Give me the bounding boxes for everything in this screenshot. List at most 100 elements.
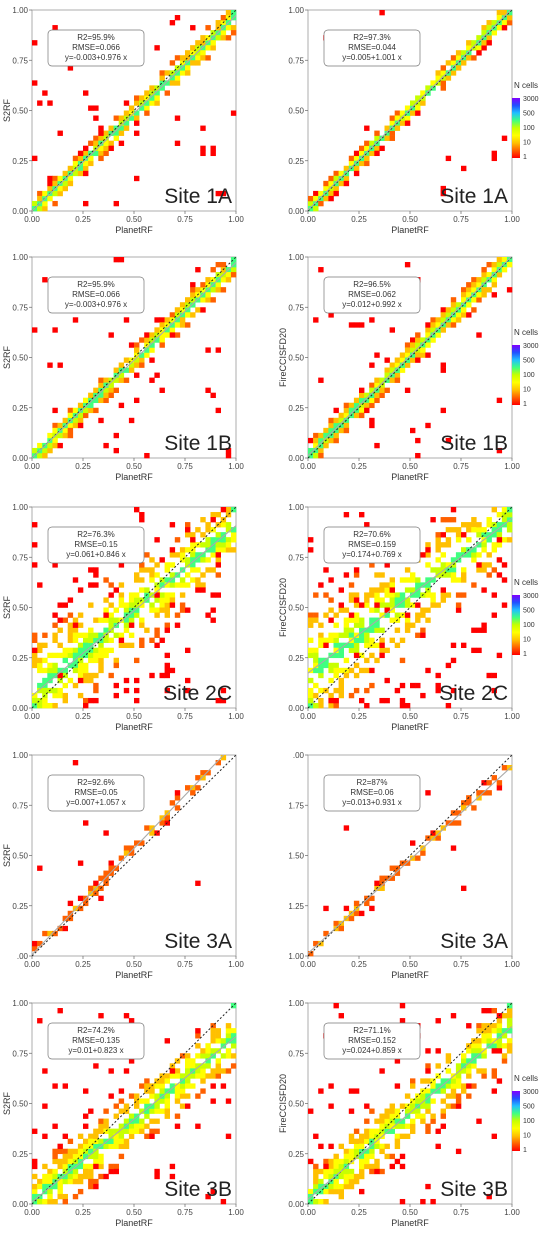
density-cell bbox=[313, 442, 319, 449]
x-tick-label: 0.75 bbox=[177, 960, 193, 969]
density-cell bbox=[461, 572, 467, 578]
density-cell bbox=[225, 277, 232, 283]
density-cell bbox=[118, 1108, 125, 1114]
density-cell bbox=[195, 60, 201, 66]
density-cell bbox=[343, 402, 350, 409]
density-cell bbox=[496, 532, 503, 538]
density-cell bbox=[496, 15, 503, 21]
density-cell bbox=[164, 687, 170, 694]
density-cell bbox=[348, 1108, 355, 1114]
density-cell bbox=[230, 30, 237, 36]
density-cell bbox=[83, 407, 89, 414]
density-cell bbox=[88, 1173, 94, 1180]
density-cell bbox=[506, 1013, 513, 1019]
density-cell bbox=[491, 547, 497, 553]
density-cell bbox=[384, 607, 390, 613]
y-tick-label: 0.50 bbox=[12, 852, 28, 861]
density-cell bbox=[103, 397, 109, 404]
density-cell bbox=[445, 437, 452, 444]
density-cell bbox=[384, 357, 390, 363]
density-cell bbox=[159, 815, 165, 821]
density-cell bbox=[169, 1068, 176, 1074]
density-cell bbox=[108, 582, 114, 588]
density-cell bbox=[343, 1168, 350, 1175]
density-cell bbox=[210, 517, 216, 523]
density-cell bbox=[67, 677, 74, 684]
density-cell bbox=[123, 367, 130, 373]
density-cell bbox=[185, 297, 191, 303]
density-cell bbox=[103, 1143, 109, 1150]
density-cell bbox=[318, 377, 324, 383]
density-cell bbox=[440, 190, 446, 197]
density-cell bbox=[103, 1123, 109, 1129]
density-cell bbox=[425, 1103, 431, 1109]
density-cell bbox=[481, 790, 487, 796]
density-cell bbox=[466, 800, 472, 806]
density-cell bbox=[404, 347, 411, 353]
density-cell bbox=[328, 175, 334, 182]
density-cell bbox=[179, 1053, 186, 1059]
density-cell bbox=[455, 1093, 462, 1099]
density-cell bbox=[72, 637, 79, 643]
density-cell bbox=[435, 75, 441, 81]
density-cell bbox=[379, 652, 385, 659]
density-cell bbox=[318, 200, 324, 207]
density-cell bbox=[318, 702, 324, 709]
density-cell bbox=[108, 592, 114, 598]
density-cell bbox=[476, 1053, 482, 1059]
density-cell bbox=[134, 110, 140, 116]
x-tick-label: 0.00 bbox=[24, 712, 40, 721]
density-cell bbox=[159, 637, 165, 643]
density-cell bbox=[389, 617, 395, 623]
density-cell bbox=[430, 602, 436, 608]
density-cell bbox=[113, 1143, 119, 1150]
density-cell bbox=[466, 1083, 472, 1089]
density-cell bbox=[149, 637, 155, 643]
density-cell bbox=[174, 1123, 181, 1129]
density-cell bbox=[313, 940, 319, 947]
density-cell bbox=[394, 1108, 401, 1114]
density-cell bbox=[164, 667, 170, 674]
density-cell bbox=[215, 347, 221, 353]
density-cell bbox=[318, 267, 324, 273]
density-cell bbox=[506, 1038, 513, 1044]
density-cell bbox=[389, 1123, 395, 1129]
density-cell bbox=[506, 10, 513, 16]
density-cell bbox=[77, 1188, 84, 1195]
density-cell bbox=[52, 437, 58, 444]
density-cell bbox=[113, 1113, 119, 1119]
legend-label: 1 bbox=[523, 1147, 527, 1154]
density-cell bbox=[52, 1083, 58, 1089]
density-cell bbox=[57, 687, 63, 694]
density-cell bbox=[379, 10, 385, 16]
density-cell bbox=[159, 75, 165, 81]
density-cell bbox=[348, 1178, 355, 1185]
density-cell bbox=[62, 915, 68, 922]
density-cell bbox=[435, 1088, 441, 1094]
density-cell bbox=[338, 1143, 344, 1150]
density-cell bbox=[134, 175, 140, 182]
density-cell bbox=[164, 90, 170, 96]
density-cell bbox=[67, 407, 74, 414]
density-cell bbox=[134, 100, 140, 106]
density-cell bbox=[118, 592, 125, 598]
legend-label: 100 bbox=[523, 125, 535, 132]
density-cell bbox=[52, 190, 58, 197]
density-cell bbox=[108, 870, 114, 876]
density-cell bbox=[455, 537, 462, 543]
density-cell bbox=[410, 1098, 416, 1104]
density-cell bbox=[159, 1088, 165, 1094]
density-cell bbox=[128, 632, 135, 638]
density-cell bbox=[353, 622, 360, 628]
density-cell bbox=[328, 1188, 334, 1195]
site-label: Site 2C bbox=[163, 682, 232, 705]
density-cell bbox=[369, 587, 375, 593]
density-cell bbox=[139, 602, 145, 608]
site-label: Site 1B bbox=[164, 432, 232, 455]
density-cell bbox=[88, 657, 94, 664]
density-cell bbox=[389, 1103, 395, 1109]
density-cell bbox=[379, 597, 385, 603]
density-cell bbox=[139, 337, 145, 343]
density-cell bbox=[471, 287, 477, 293]
density-cell bbox=[225, 1048, 232, 1054]
